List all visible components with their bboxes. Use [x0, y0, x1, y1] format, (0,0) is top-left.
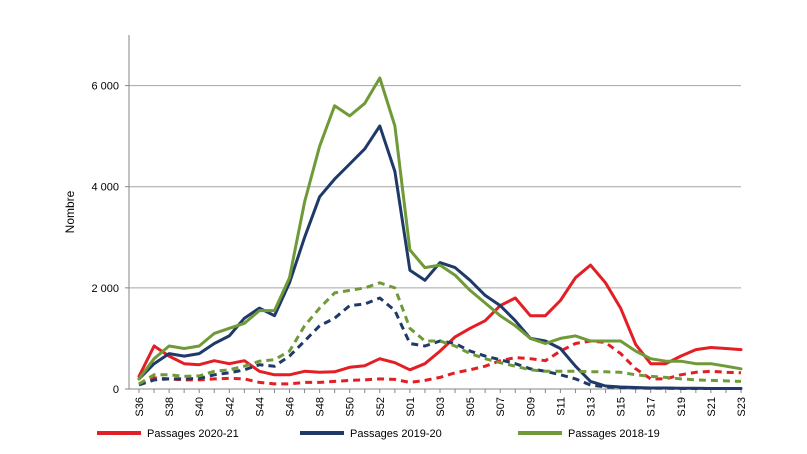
- x-tick-labels: S36 S38 S40 S42 S44 S46 S48 S50 S52 S01 S03 S05 S07 S…: [134, 397, 748, 417]
- y-axis-title: Nombre: [63, 190, 77, 233]
- series-lines: [137, 76, 743, 390]
- x-tick-label: S01: [405, 397, 417, 417]
- x-tick-label: S21: [706, 397, 718, 417]
- y-tick-label: 2 000: [91, 283, 119, 295]
- series-line-passages-2020-21-hospitalisations: [138, 339, 742, 386]
- series-line-passages-2020-21: [137, 263, 743, 378]
- x-tick-label: S05: [465, 397, 477, 417]
- x-tick-label: S42: [224, 397, 236, 417]
- series-line-passages-2018-19: [137, 76, 743, 381]
- x-tick-label: S50: [345, 397, 357, 417]
- x-tick-label: S40: [194, 397, 206, 417]
- x-tick-label: S38: [164, 397, 176, 417]
- x-tick-label: S03: [435, 397, 447, 417]
- y-tick-label: 0: [113, 384, 119, 396]
- legend: Passages 2020-21 Passages 2019-20 Passages…: [97, 428, 660, 440]
- series-line-passages-2019-20-hospitalisations: [138, 296, 741, 390]
- legend-label: Passages 2019-20: [350, 428, 442, 440]
- gridlines: [129, 85, 741, 289]
- x-tick-label: S52: [375, 397, 387, 417]
- y-tick-labels: 0 2 000 4 000 6 000: [91, 81, 119, 396]
- x-tick-label: S09: [525, 397, 537, 417]
- x-tick-label: S07: [495, 397, 507, 417]
- x-tick-label: S15: [616, 397, 628, 417]
- x-tick-label: S11: [555, 397, 567, 416]
- y-tick-label: 6 000: [91, 81, 119, 93]
- x-tick-label: S46: [285, 397, 297, 417]
- legend-label: Passages 2018-19: [568, 428, 660, 440]
- x-tick-label: S17: [646, 397, 658, 417]
- x-tick-label: S36: [134, 397, 146, 417]
- x-tick-label: S48: [315, 397, 327, 417]
- x-tick-label: S13: [586, 397, 598, 417]
- x-tick-label: S44: [254, 397, 266, 417]
- series-line-passages-2018-19-hospitalisations: [138, 281, 742, 386]
- axes: [125, 35, 742, 393]
- x-tick-label: S19: [676, 397, 688, 417]
- y-tick-label: 4 000: [91, 182, 119, 194]
- legend-label: Passages 2020-21: [147, 428, 239, 440]
- x-tick-label: S23: [736, 397, 748, 417]
